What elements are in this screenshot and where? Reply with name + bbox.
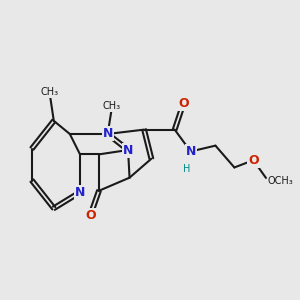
Text: N: N xyxy=(185,145,196,158)
Text: O: O xyxy=(85,209,95,222)
Text: N: N xyxy=(75,186,85,199)
Text: N: N xyxy=(123,143,133,157)
Text: N: N xyxy=(103,128,113,140)
Text: CH₃: CH₃ xyxy=(40,87,58,97)
Text: H: H xyxy=(183,164,190,174)
Text: O: O xyxy=(178,97,189,110)
Text: O: O xyxy=(248,154,259,167)
Text: OCH₃: OCH₃ xyxy=(268,176,294,186)
Text: CH₃: CH₃ xyxy=(103,101,121,111)
